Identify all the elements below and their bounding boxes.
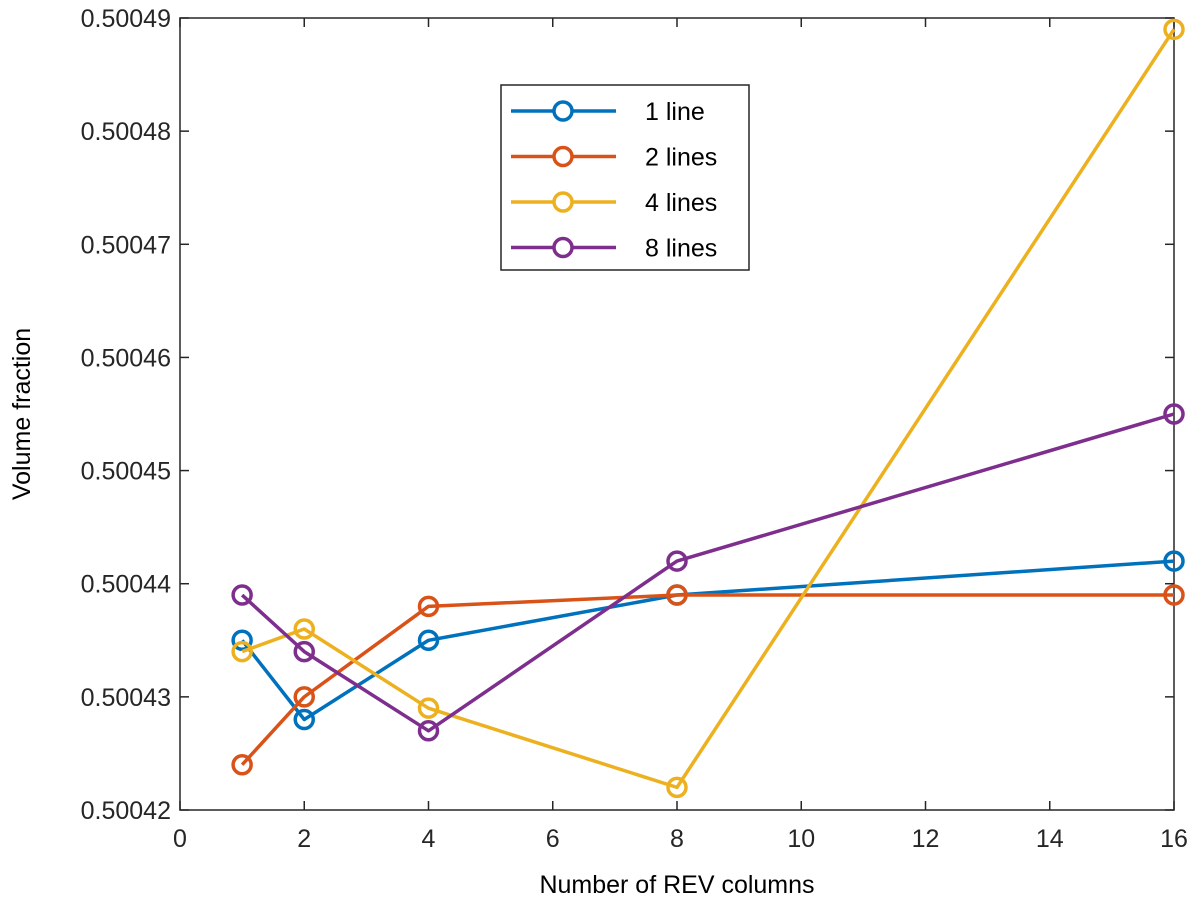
series-4: [231, 403, 1185, 742]
series-line: [240, 412, 1175, 733]
series-line: [240, 559, 1175, 722]
x-tick-label: 14: [1036, 825, 1064, 853]
data-point: [293, 640, 315, 663]
data-point: [231, 629, 253, 652]
legend-label: 2 lines: [645, 144, 717, 172]
data-point: [231, 640, 253, 663]
x-tick-label: 10: [787, 825, 815, 853]
data-point: [417, 629, 440, 652]
legend-marker: [552, 100, 574, 122]
legend-entry: 8 lines: [511, 235, 717, 263]
series-line: [240, 593, 1174, 766]
legend-entry: 2 lines: [511, 144, 717, 172]
legend-label: 4 lines: [645, 189, 717, 217]
data-point: [417, 595, 440, 618]
legend: 1 line 2 lines 4 lines 8 lines: [500, 84, 750, 271]
data-point: [417, 697, 440, 719]
y-tick-label: 0.50043: [81, 684, 171, 712]
y-tick-label: 0.50044: [81, 571, 171, 599]
legend-label: 1 line: [645, 98, 705, 126]
data-point: [1163, 550, 1185, 572]
data-point: [1163, 18, 1185, 41]
y-tick-label: 0.50042: [81, 797, 171, 825]
legend-marker: [552, 191, 574, 213]
x-tick-label: 16: [1160, 825, 1188, 853]
data-point: [231, 584, 253, 606]
x-tick-label: 2: [297, 825, 311, 853]
data-point: [231, 753, 253, 776]
data-point: [1163, 584, 1185, 606]
legend-entry: 1 line: [511, 98, 705, 126]
data-point: [666, 584, 688, 606]
data-point: [666, 550, 688, 572]
data-point: [1163, 403, 1185, 425]
x-tick-label: 0: [173, 825, 187, 853]
x-tick-label: 12: [912, 825, 940, 853]
y-tick-label: 0.50047: [81, 231, 171, 259]
y-tick-label: 0.50049: [81, 5, 171, 33]
series-layer: [231, 18, 1185, 799]
data-point: [293, 708, 315, 731]
y-axis-label: Volume fraction: [8, 328, 36, 500]
series-2: [231, 584, 1185, 776]
x-tick-label: 8: [670, 825, 684, 853]
data-point: [293, 686, 315, 708]
y-tick-label: 0.50046: [81, 344, 171, 372]
legend-marker: [552, 236, 574, 259]
x-tick-label: 6: [546, 825, 560, 853]
data-point: [666, 776, 688, 799]
y-axis: 0.50042 0.50043 0.50044 0.50045 0.50046 0.500…: [81, 5, 1174, 825]
data-point: [417, 720, 440, 742]
series-line: [241, 28, 1176, 790]
x-tick-label: 4: [422, 825, 436, 853]
y-tick-label: 0.50048: [81, 118, 171, 146]
y-tick-label: 0.50045: [81, 458, 171, 486]
legend-label: 8 lines: [645, 235, 717, 263]
legend-box: [500, 84, 750, 271]
legend-marker: [552, 145, 574, 168]
x-axis: 0 2 4 6 8 10 12 14 16: [173, 18, 1188, 853]
data-point: [293, 618, 315, 640]
series-3: [231, 18, 1185, 799]
legend-entry: 4 lines: [511, 189, 717, 217]
x-axis-label: Number of REV columns: [539, 871, 814, 899]
